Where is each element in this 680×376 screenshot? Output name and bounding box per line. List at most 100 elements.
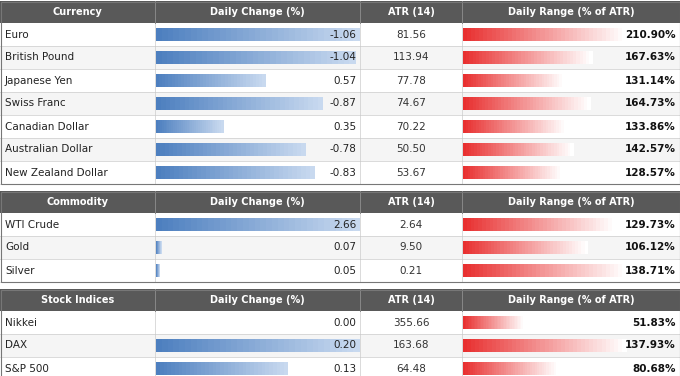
Bar xyxy=(562,218,566,231)
Bar xyxy=(203,28,209,41)
Bar xyxy=(490,316,492,329)
Bar xyxy=(566,218,571,231)
Bar xyxy=(501,316,503,329)
Bar xyxy=(206,166,211,179)
Bar xyxy=(167,28,174,41)
Bar xyxy=(511,74,514,87)
Bar xyxy=(471,74,474,87)
Bar xyxy=(237,28,243,41)
Text: Daily Range (% of ATR): Daily Range (% of ATR) xyxy=(508,197,634,207)
Bar xyxy=(164,120,166,133)
Bar xyxy=(243,362,247,375)
Bar xyxy=(463,218,467,231)
Bar xyxy=(516,264,521,277)
Bar xyxy=(602,339,606,352)
Bar xyxy=(525,120,528,133)
Bar xyxy=(167,339,174,352)
Bar xyxy=(468,120,471,133)
Text: Silver: Silver xyxy=(5,265,35,276)
Bar xyxy=(475,362,478,375)
Bar xyxy=(179,166,184,179)
Bar xyxy=(175,74,178,87)
Bar xyxy=(541,74,545,87)
Bar xyxy=(198,120,201,133)
Bar xyxy=(507,120,510,133)
Bar xyxy=(0,191,680,213)
Bar xyxy=(488,339,492,352)
Bar xyxy=(271,143,276,156)
Bar xyxy=(494,120,497,133)
Bar xyxy=(495,316,497,329)
Bar xyxy=(162,28,168,41)
Bar xyxy=(253,51,259,64)
Bar xyxy=(347,28,354,41)
Bar xyxy=(505,143,507,156)
Bar xyxy=(324,28,330,41)
Bar xyxy=(547,51,551,64)
Bar xyxy=(469,97,473,110)
Bar xyxy=(177,143,182,156)
Bar xyxy=(237,143,242,156)
Bar xyxy=(557,143,560,156)
Bar xyxy=(463,74,466,87)
Bar xyxy=(204,120,206,133)
Bar xyxy=(218,120,220,133)
Bar xyxy=(507,97,511,110)
Bar xyxy=(510,241,513,254)
Bar xyxy=(208,28,214,41)
Bar xyxy=(186,143,190,156)
Bar xyxy=(301,218,307,231)
Bar xyxy=(218,97,223,110)
Bar xyxy=(566,51,571,64)
Bar xyxy=(201,166,207,179)
Bar xyxy=(496,362,499,375)
Bar xyxy=(488,316,490,329)
Bar xyxy=(206,120,208,133)
Bar xyxy=(471,28,476,41)
Bar xyxy=(211,120,214,133)
Bar xyxy=(466,143,469,156)
Text: 163.68: 163.68 xyxy=(393,341,429,350)
Bar xyxy=(498,97,502,110)
Bar xyxy=(598,264,602,277)
Bar xyxy=(479,28,484,41)
Bar xyxy=(165,97,171,110)
Bar xyxy=(483,74,486,87)
Bar xyxy=(557,74,560,87)
Bar xyxy=(232,97,237,110)
Bar xyxy=(185,120,187,133)
Bar xyxy=(498,51,503,64)
Bar xyxy=(475,264,480,277)
Bar xyxy=(496,51,499,64)
Bar xyxy=(190,120,193,133)
Bar xyxy=(246,97,252,110)
Bar xyxy=(505,166,508,179)
Bar xyxy=(496,143,499,156)
Bar xyxy=(353,339,360,352)
Bar xyxy=(532,28,537,41)
Bar xyxy=(508,339,513,352)
Bar xyxy=(606,28,610,41)
Bar xyxy=(301,28,307,41)
Bar xyxy=(303,97,309,110)
Bar xyxy=(583,51,587,64)
Bar xyxy=(469,51,473,64)
Bar xyxy=(463,120,466,133)
Bar xyxy=(511,51,515,64)
Bar xyxy=(478,74,481,87)
Bar xyxy=(160,143,165,156)
Bar xyxy=(509,218,513,231)
Bar xyxy=(216,143,220,156)
Bar xyxy=(515,362,518,375)
Bar xyxy=(524,28,529,41)
Bar xyxy=(622,264,626,277)
Bar xyxy=(254,362,258,375)
Bar xyxy=(246,362,251,375)
Bar xyxy=(495,97,498,110)
Bar xyxy=(549,97,553,110)
Bar xyxy=(501,74,504,87)
Bar xyxy=(165,120,168,133)
Bar xyxy=(545,28,549,41)
Bar xyxy=(226,339,232,352)
Bar xyxy=(186,362,190,375)
